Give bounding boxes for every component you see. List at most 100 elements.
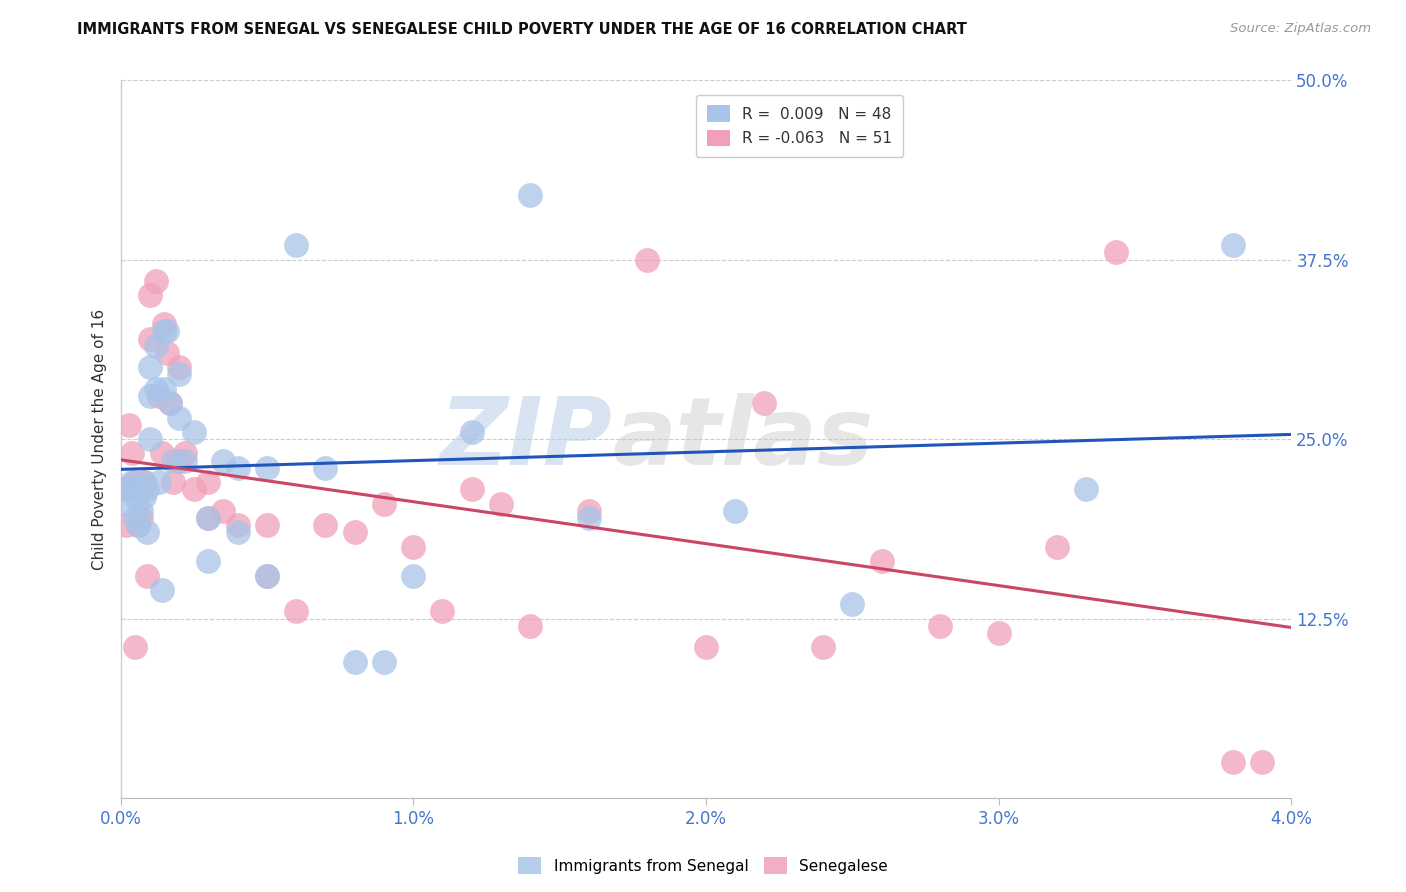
Point bbox=[135, 568, 157, 582]
Point bbox=[519, 187, 541, 202]
Point bbox=[1251, 756, 1274, 770]
Point bbox=[129, 504, 152, 518]
Point bbox=[256, 460, 278, 475]
Point bbox=[150, 446, 173, 460]
Point bbox=[373, 655, 395, 669]
Point bbox=[256, 568, 278, 582]
Point bbox=[489, 497, 512, 511]
Point bbox=[124, 640, 146, 655]
Point bbox=[159, 396, 181, 410]
Point bbox=[402, 568, 425, 582]
Point bbox=[432, 604, 454, 618]
Point bbox=[461, 483, 484, 497]
Point bbox=[314, 460, 336, 475]
Point bbox=[578, 504, 600, 518]
Point bbox=[135, 483, 157, 497]
Point bbox=[132, 475, 155, 490]
Point bbox=[115, 483, 138, 497]
Point bbox=[197, 475, 219, 490]
Point bbox=[929, 619, 952, 633]
Point bbox=[256, 518, 278, 533]
Point bbox=[183, 483, 205, 497]
Point bbox=[754, 396, 776, 410]
Point bbox=[174, 446, 197, 460]
Point bbox=[226, 525, 249, 540]
Point bbox=[174, 453, 197, 467]
Point bbox=[127, 518, 149, 533]
Point bbox=[145, 274, 167, 288]
Point bbox=[285, 604, 308, 618]
Point bbox=[1222, 756, 1244, 770]
Point bbox=[167, 360, 190, 375]
Point bbox=[153, 382, 176, 396]
Point bbox=[121, 475, 143, 490]
Point bbox=[148, 389, 170, 403]
Point bbox=[724, 504, 747, 518]
Point bbox=[129, 483, 152, 497]
Point bbox=[132, 475, 155, 490]
Point bbox=[124, 490, 146, 504]
Point bbox=[124, 475, 146, 490]
Point bbox=[343, 655, 366, 669]
Point bbox=[139, 432, 162, 446]
Point bbox=[139, 360, 162, 375]
Point bbox=[135, 525, 157, 540]
Point bbox=[124, 511, 146, 525]
Y-axis label: Child Poverty Under the Age of 16: Child Poverty Under the Age of 16 bbox=[93, 309, 107, 570]
Legend: R =  0.009   N = 48, R = -0.063   N = 51: R = 0.009 N = 48, R = -0.063 N = 51 bbox=[696, 95, 903, 157]
Point bbox=[139, 389, 162, 403]
Point bbox=[127, 518, 149, 533]
Point bbox=[139, 332, 162, 346]
Point bbox=[145, 339, 167, 353]
Point bbox=[1105, 245, 1128, 260]
Point bbox=[167, 453, 190, 467]
Text: IMMIGRANTS FROM SENEGAL VS SENEGALESE CHILD POVERTY UNDER THE AGE OF 16 CORRELAT: IMMIGRANTS FROM SENEGAL VS SENEGALESE CH… bbox=[77, 22, 967, 37]
Point bbox=[256, 568, 278, 582]
Point bbox=[183, 425, 205, 439]
Point bbox=[115, 518, 138, 533]
Point bbox=[145, 382, 167, 396]
Text: Source: ZipAtlas.com: Source: ZipAtlas.com bbox=[1230, 22, 1371, 36]
Point bbox=[132, 490, 155, 504]
Point bbox=[167, 410, 190, 425]
Point bbox=[987, 626, 1010, 640]
Point bbox=[118, 417, 141, 432]
Point bbox=[162, 475, 184, 490]
Point bbox=[212, 504, 235, 518]
Point bbox=[226, 518, 249, 533]
Point bbox=[197, 554, 219, 568]
Text: atlas: atlas bbox=[612, 393, 873, 485]
Point bbox=[129, 483, 152, 497]
Point bbox=[285, 238, 308, 252]
Point bbox=[519, 619, 541, 633]
Point bbox=[636, 252, 658, 267]
Point bbox=[461, 425, 484, 439]
Point bbox=[127, 483, 149, 497]
Point bbox=[156, 346, 179, 360]
Point bbox=[148, 475, 170, 490]
Point bbox=[129, 511, 152, 525]
Point bbox=[695, 640, 717, 655]
Point bbox=[197, 511, 219, 525]
Point bbox=[121, 446, 143, 460]
Point bbox=[159, 396, 181, 410]
Point bbox=[343, 525, 366, 540]
Point bbox=[1076, 483, 1098, 497]
Point bbox=[578, 511, 600, 525]
Point bbox=[139, 288, 162, 302]
Point bbox=[1222, 238, 1244, 252]
Text: ZIP: ZIP bbox=[440, 393, 612, 485]
Point bbox=[153, 324, 176, 338]
Legend: Immigrants from Senegal, Senegalese: Immigrants from Senegal, Senegalese bbox=[512, 851, 894, 880]
Point bbox=[150, 582, 173, 597]
Point bbox=[167, 368, 190, 382]
Point bbox=[197, 511, 219, 525]
Point bbox=[118, 497, 141, 511]
Point bbox=[402, 540, 425, 554]
Point bbox=[112, 483, 135, 497]
Point bbox=[153, 317, 176, 331]
Point bbox=[162, 453, 184, 467]
Point bbox=[1046, 540, 1069, 554]
Point bbox=[870, 554, 893, 568]
Point bbox=[373, 497, 395, 511]
